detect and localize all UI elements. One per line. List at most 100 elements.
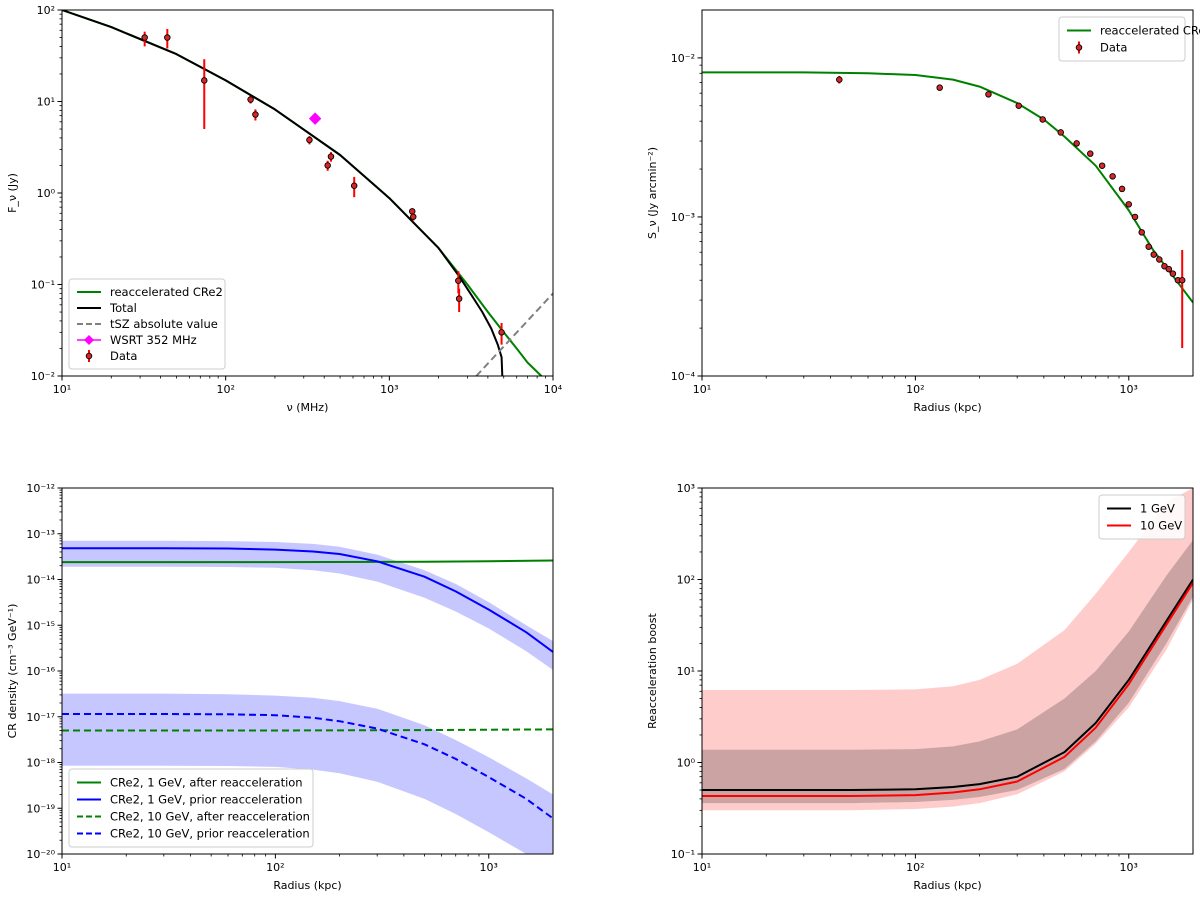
- legend-label: Total: [109, 301, 137, 315]
- uncertainty-band-1: [702, 540, 1193, 804]
- legend-box: [68, 278, 226, 370]
- legend-swatch-diamond: [84, 335, 94, 345]
- legend-box: [68, 768, 314, 848]
- data-point-7: [327, 153, 335, 160]
- legend-label: 10 GeV: [1140, 519, 1182, 533]
- x-tick-label: 10¹: [693, 861, 711, 874]
- legend: reaccelerated CRe2 Total tSZ absolute valu…: [68, 278, 226, 370]
- data-point-5: [1057, 129, 1064, 136]
- y-tick-label: 10⁻¹⁶: [26, 665, 55, 678]
- x-tick-label: 10¹: [693, 383, 711, 396]
- data-point-1: [936, 84, 943, 91]
- y-tick-label: 10¹: [677, 665, 695, 678]
- legend-label: reaccelerated CRe2: [1100, 24, 1200, 38]
- x-tick-label: 10³: [1120, 383, 1138, 396]
- y-tick-label: 10⁻³: [671, 211, 695, 224]
- spectrum-chart: 10¹ 10² 10³ 10⁴ 10⁻² 10⁻¹ 10⁰ 10¹ 10² ν (MHz) F_ν …: [6, 4, 563, 414]
- legend-box: [1058, 16, 1186, 62]
- y-tick-label: 10⁻¹⁷: [26, 711, 55, 724]
- x-tick-label: 10³: [1120, 861, 1138, 874]
- legend-label: WSRT 352 MHz: [110, 333, 197, 347]
- data-point-17: [1161, 262, 1168, 270]
- x-tick-label: 10²: [266, 861, 284, 874]
- uncertainty-band-1: [62, 693, 553, 854]
- legend-label: tSZ absolute value: [110, 317, 218, 331]
- data-point-11: [455, 277, 462, 284]
- wsrt-point: [308, 112, 322, 125]
- y-tick-label: 10⁻¹⁴: [26, 574, 55, 587]
- y-tick-label: 10⁻¹²: [26, 482, 55, 495]
- legend-swatch-point: [85, 352, 93, 360]
- data-point-8: [350, 182, 358, 190]
- x-axis-label: Radius (kpc): [913, 879, 981, 892]
- x-tick-label: 10³: [480, 861, 498, 874]
- data-point-2: [201, 77, 208, 84]
- data-point-19: [1169, 270, 1177, 277]
- plot-area: [702, 71, 1193, 348]
- data-point-16: [1156, 256, 1163, 263]
- legend: reaccelerated CRe2 Data: [1058, 16, 1200, 62]
- y-axis-label: CR density (cm⁻³ GeV⁻¹): [6, 604, 19, 739]
- data-point-18: [1165, 265, 1173, 273]
- uncertainty-band-0: [62, 540, 553, 670]
- legend-label: Data: [110, 349, 137, 363]
- y-tick-label: 10⁻¹: [31, 279, 55, 292]
- x-tick-label: 10²: [906, 861, 924, 874]
- legend-label: reaccelerated CRe2: [110, 285, 223, 299]
- cr-density-chart: 10¹ 10² 10³ 10⁻²⁰ 10⁻¹⁹ 10⁻¹⁸ 10⁻¹⁷ 10⁻¹⁶ 10⁻¹⁵ 1…: [6, 482, 554, 892]
- surface-brightness-profile-chart: 10¹ 10² 10³ 10⁻⁴ 10⁻³ 10⁻² Radius (kpc) S_ν (Jy…: [646, 9, 1200, 414]
- legend: CRe2, 1 GeV, after reacceleration CRe2, 1…: [68, 768, 314, 848]
- y-tick-label: 10²: [677, 574, 695, 587]
- data-point-13: [1138, 229, 1145, 236]
- series-line-0: [62, 559, 553, 564]
- x-tick-label: 10⁴: [544, 383, 563, 396]
- series-line-0: [702, 578, 1193, 791]
- x-tick-label: 10³: [380, 383, 398, 396]
- x-tick-label: 10²: [216, 383, 234, 396]
- legend-label: CRe2, 1 GeV, prior reacceleration: [110, 793, 302, 807]
- data-point-4: [1039, 116, 1046, 123]
- x-tick-label: 10¹: [53, 383, 71, 396]
- legend: 1 GeV 10 GeV: [1098, 494, 1186, 540]
- legend-box: [1098, 494, 1186, 540]
- y-axis-label: F_ν (Jy): [6, 173, 19, 213]
- data-point-14: [1145, 243, 1152, 250]
- plot-frame: [701, 9, 1194, 377]
- legend-label: CRe2, 10 GeV, after reacceleration: [110, 810, 310, 824]
- data-point-1: [164, 34, 171, 41]
- y-tick-label: 10⁰: [677, 757, 696, 770]
- data-point-10: [409, 213, 417, 221]
- x-axis-label: Radius (kpc): [913, 401, 981, 414]
- data-point-6: [1073, 140, 1080, 147]
- y-tick-label: 10⁰: [37, 187, 56, 200]
- data-point-21: [1178, 276, 1186, 284]
- y-tick-label: 10²: [37, 4, 55, 17]
- data-point-8: [1098, 162, 1106, 169]
- legend-label: CRe2, 1 GeV, after reacceleration: [110, 776, 303, 790]
- uncertainty-band-0: [702, 488, 1193, 811]
- x-axis-label: ν (MHz): [287, 401, 329, 414]
- y-tick-label: 10⁻¹: [671, 848, 695, 861]
- plot-area: [62, 540, 553, 854]
- series-line-1: [62, 547, 553, 653]
- y-tick-label: 10¹: [37, 96, 55, 109]
- series-line-3: [62, 713, 553, 820]
- series-line-1: [702, 582, 1193, 797]
- plot-area: [62, 10, 553, 376]
- y-tick-label: 10⁻¹³: [26, 528, 55, 541]
- y-tick-label: 10⁻²⁰: [26, 848, 55, 861]
- data-point-4: [252, 111, 259, 118]
- data-point-5: [306, 136, 313, 144]
- data-point-3: [247, 96, 254, 103]
- data-point-9: [1109, 173, 1116, 180]
- x-tick-label: 10²: [906, 383, 924, 396]
- data-point-0: [141, 34, 148, 41]
- data-point-3: [1015, 102, 1022, 110]
- y-axis-label: S_ν (Jy arcmin⁻²): [646, 147, 659, 239]
- data-point-15: [1150, 251, 1158, 258]
- data-point-6: [324, 162, 331, 169]
- x-axis-label: Radius (kpc): [273, 879, 341, 892]
- y-tick-label: 10⁻²: [671, 52, 695, 65]
